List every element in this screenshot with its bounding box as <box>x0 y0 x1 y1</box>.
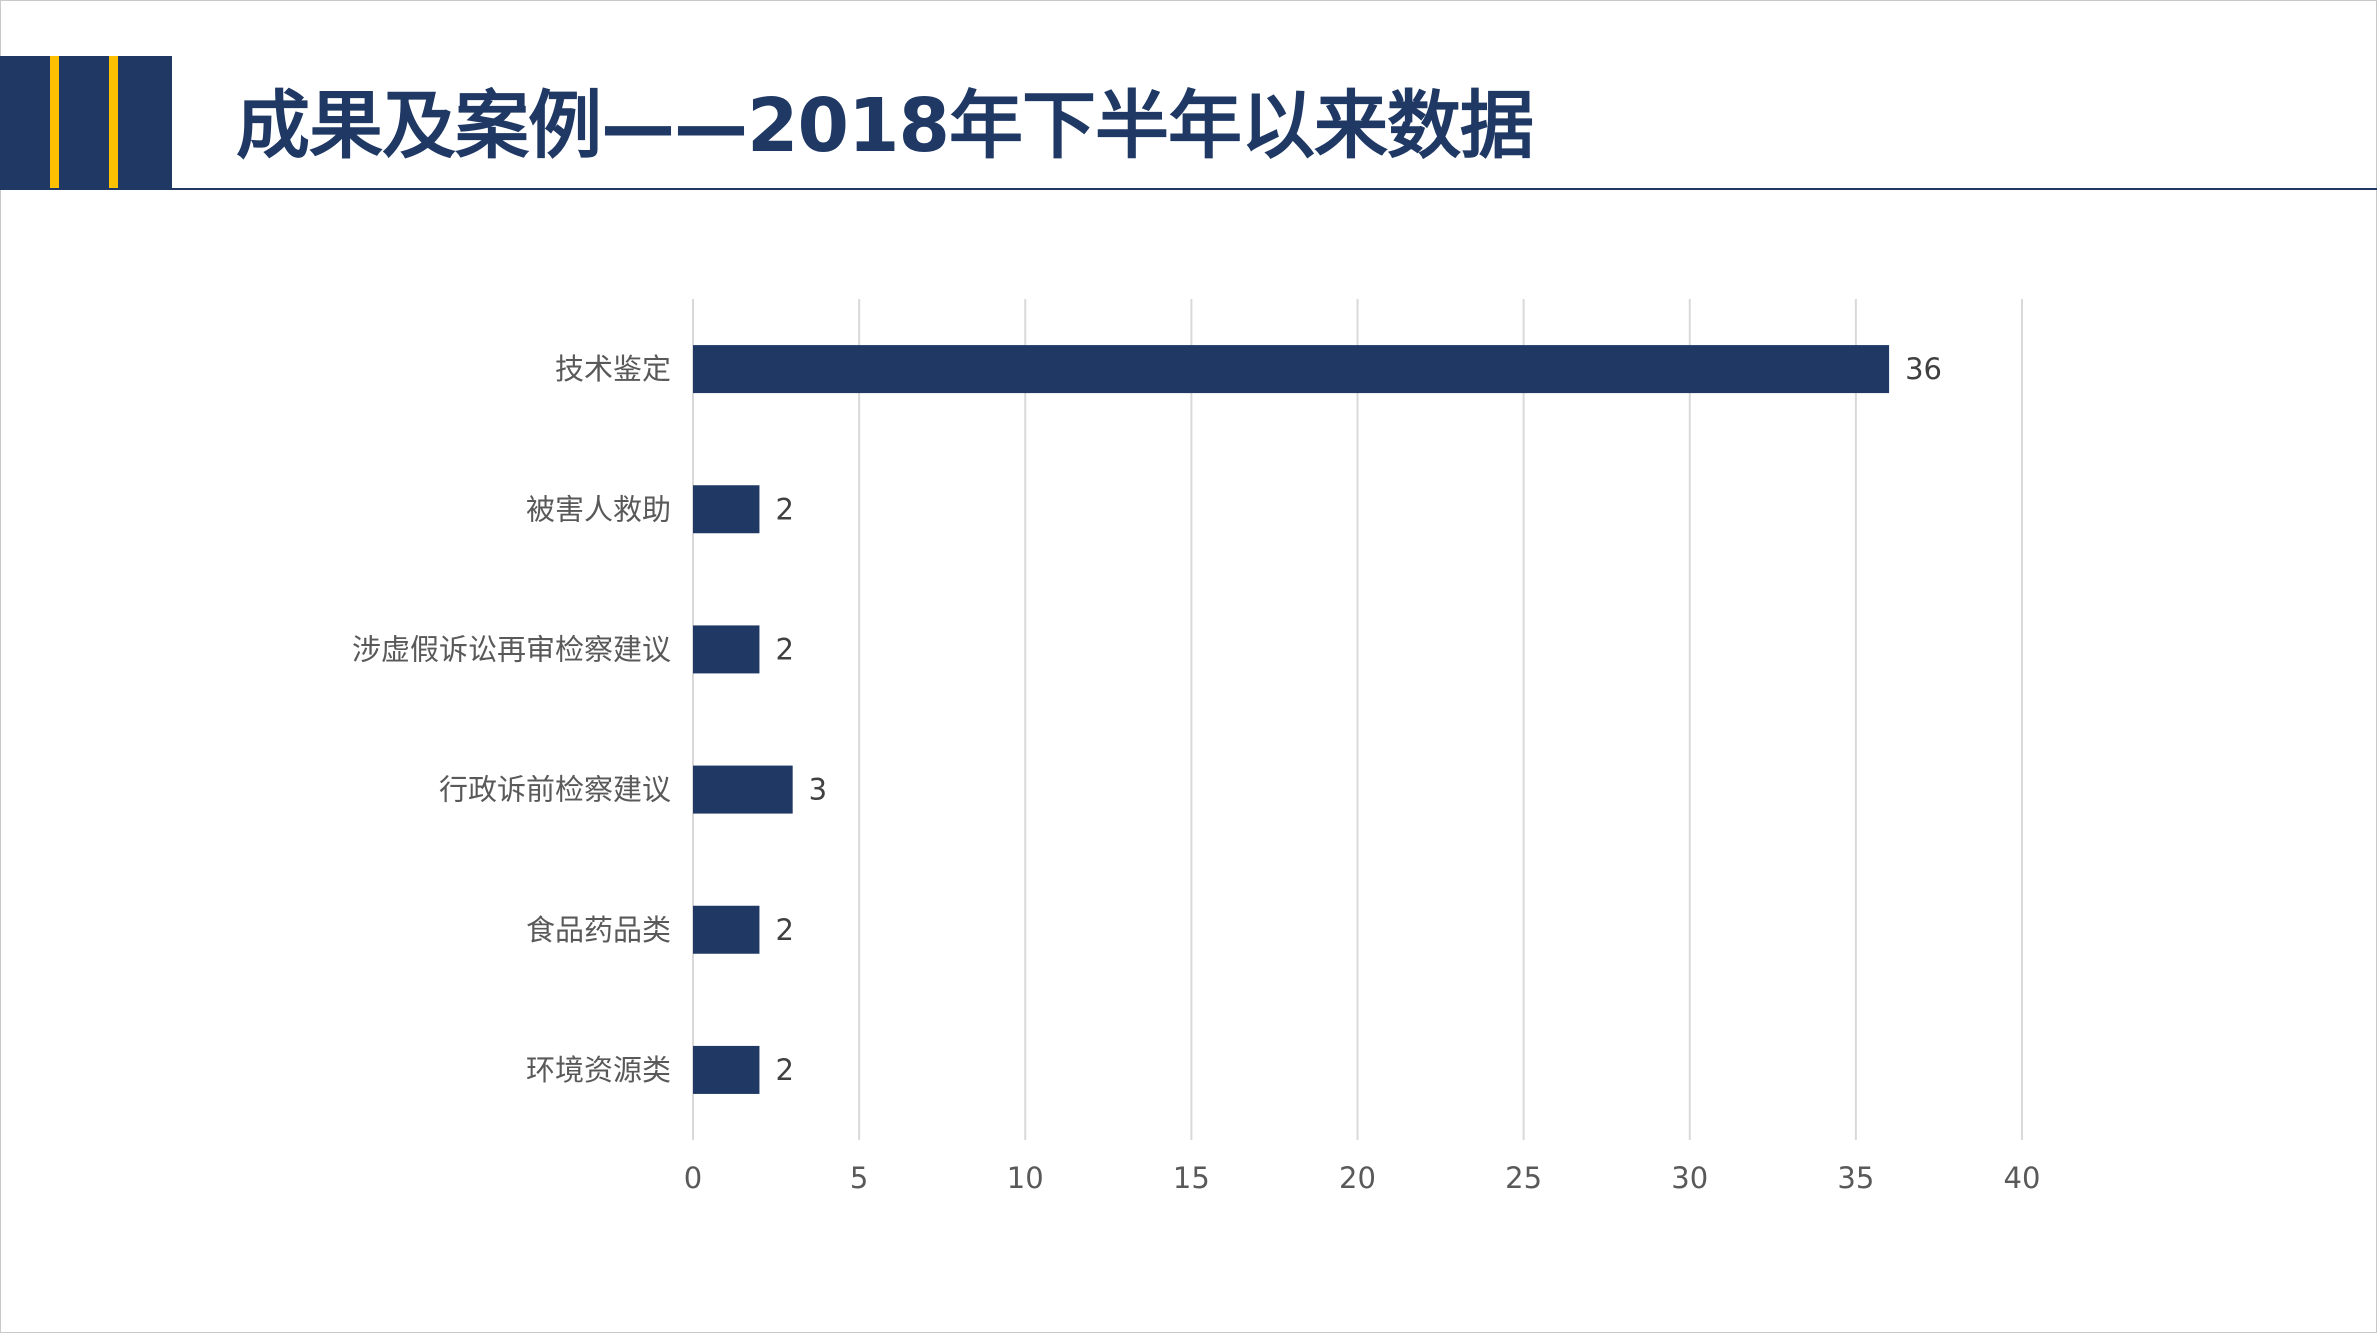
bar <box>693 905 760 954</box>
data-label: 2 <box>775 1053 793 1087</box>
category-label: 行政诉前检察建议 <box>439 773 671 807</box>
data-labels: 36 2 2 3 2 2 <box>775 352 1942 1087</box>
bar <box>693 1045 760 1094</box>
x-tick-label: 25 <box>1505 1161 1542 1195</box>
x-tick-label: 20 <box>1339 1161 1376 1195</box>
bars <box>693 345 1890 1094</box>
bar <box>693 485 760 534</box>
page-title: 成果及案例——2018年下半年以来数据 <box>236 83 1534 169</box>
gridlines <box>692 299 2023 1140</box>
bar <box>693 765 793 814</box>
x-tick-label: 0 <box>684 1161 702 1195</box>
category-label: 食品药品类 <box>526 913 671 947</box>
category-label: 被害人救助 <box>526 492 671 526</box>
x-tick-label: 30 <box>1671 1161 1708 1195</box>
data-label: 2 <box>775 632 793 666</box>
bar <box>693 625 760 674</box>
category-label: 环境资源类 <box>526 1053 671 1087</box>
title-decoration <box>0 56 172 190</box>
x-tick-label: 15 <box>1173 1161 1210 1195</box>
accent-stripe-right <box>109 56 118 190</box>
data-label: 2 <box>775 492 793 526</box>
category-label: 涉虚假诉讼再审检察建议 <box>352 632 671 666</box>
x-axis-tick-labels: 0 5 10 15 20 25 30 35 40 <box>684 1161 2041 1195</box>
x-tick-label: 10 <box>1007 1161 1044 1195</box>
bar <box>693 345 1890 394</box>
x-tick-label: 35 <box>1837 1161 1874 1195</box>
x-tick-label: 40 <box>2004 1161 2041 1195</box>
data-label: 3 <box>809 773 827 807</box>
category-label: 技术鉴定 <box>555 352 671 386</box>
data-label: 36 <box>1905 352 1942 386</box>
title-underline <box>0 188 2377 190</box>
accent-stripe-left <box>50 56 59 190</box>
x-tick-label: 5 <box>850 1161 868 1195</box>
data-label: 2 <box>775 913 793 947</box>
